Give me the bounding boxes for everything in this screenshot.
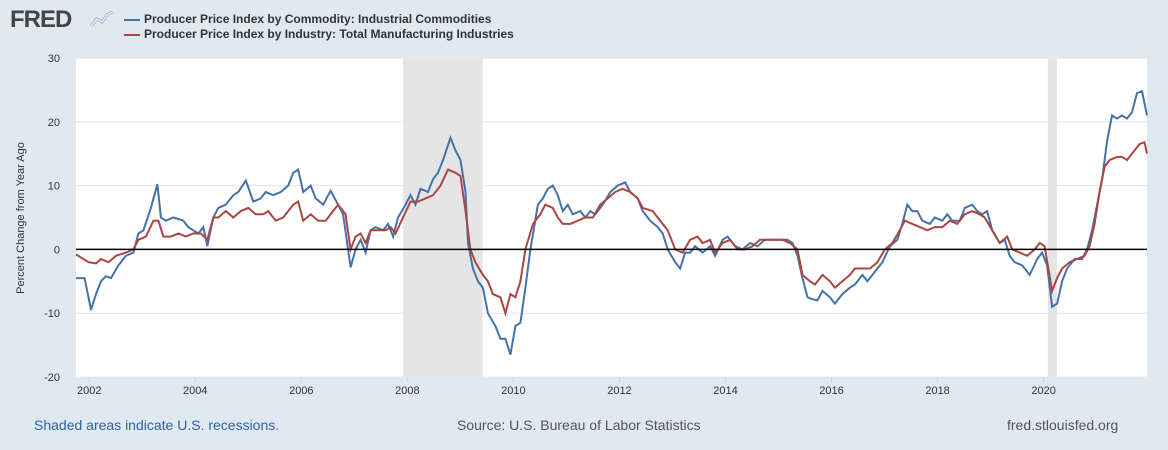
recession-band [1047, 58, 1057, 377]
plot-background [76, 58, 1147, 377]
site-link[interactable]: fred.stlouisfed.org [1007, 417, 1119, 433]
legend-swatch-series1 [124, 18, 140, 21]
x-tick-label: 2014 [713, 385, 737, 397]
x-tick-label: 2018 [925, 385, 949, 397]
x-tick-label: 2016 [819, 385, 843, 397]
x-tick-label: 2012 [607, 385, 631, 397]
chart-line-icon [90, 10, 114, 28]
legend-swatch-series2 [124, 33, 140, 36]
y-tick-label: 20 [48, 117, 60, 129]
recession-note-link[interactable]: Shaded areas indicate U.S. recessions. [34, 417, 280, 433]
y-tick-label: -10 [44, 308, 60, 320]
fred-logo[interactable]: FRED [10, 6, 72, 33]
x-axis-ticks: 2002 2004 2006 2008 2010 2012 2014 2016 2018 2020 [77, 377, 1056, 397]
legend-item-series2[interactable]: Producer Price Index by Industry: Total … [124, 27, 514, 41]
legend-item-series1[interactable]: Producer Price Index by Commodity: Indus… [124, 12, 491, 26]
x-tick-label: 2004 [183, 385, 207, 397]
legend-label-series2: Producer Price Index by Industry: Total … [144, 27, 514, 41]
x-tick-label: 2010 [501, 385, 525, 397]
recession-band [403, 58, 483, 377]
y-tick-label: 30 [48, 53, 60, 65]
series-lines [75, 89, 1148, 355]
series-line-2[interactable] [75, 140, 1148, 317]
x-tick-label: 2006 [289, 385, 313, 397]
series-line-1[interactable] [76, 89, 1148, 355]
x-tick-label: 2020 [1031, 385, 1055, 397]
y-tick-label: -20 [44, 372, 60, 384]
x-tick-label: 2002 [77, 385, 101, 397]
y-tick-label: 10 [48, 181, 60, 193]
legend-label-series1: Producer Price Index by Commodity: Indus… [144, 12, 492, 26]
y-axis-label: Percent Change from Year Ago [15, 142, 27, 294]
y-axis-ticks: -20 -10 0 10 20 30 [44, 53, 60, 384]
source-text: Source: U.S. Bureau of Labor Statistics [457, 417, 701, 433]
y-tick-label: 0 [54, 244, 60, 256]
recession-shading [403, 58, 1057, 377]
x-tick-label: 2008 [395, 385, 419, 397]
